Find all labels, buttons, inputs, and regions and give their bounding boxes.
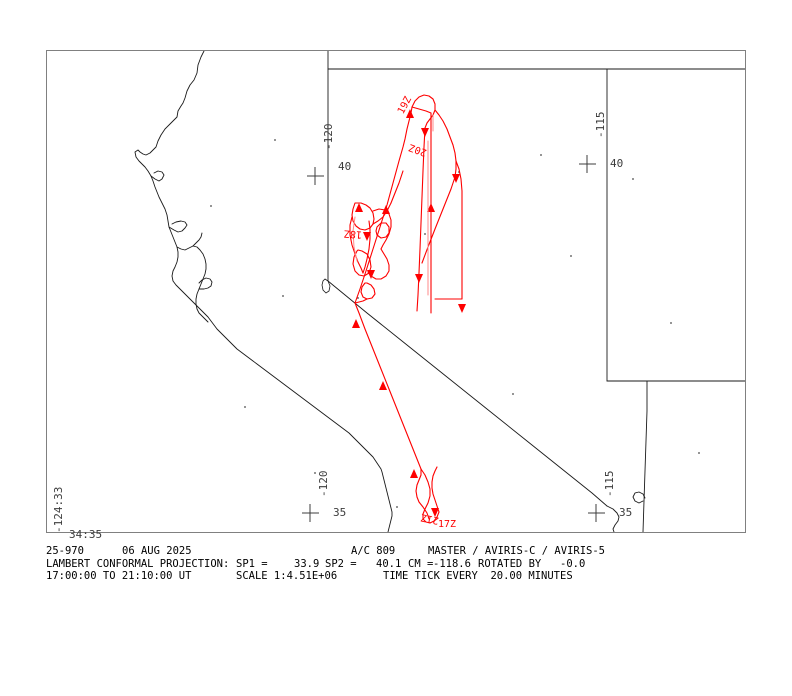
flight-track-map-page: -120 40 -115 40 -120 35 -115 35 -124:33 … (46, 50, 786, 583)
time-tick-interval: TIME TICK EVERY 20.00 MINUTES (383, 570, 573, 583)
track-time-label-17z: 17Z (438, 519, 457, 530)
sp2-label: SP2 = (325, 557, 357, 570)
graticule-lon-label-1: -120 (322, 123, 335, 151)
flight-track (349, 94, 463, 524)
coastline-baja-and-channel (176, 232, 213, 323)
footer-line-2: LAMBERT CONFORMAL PROJECTION: SP1 = 33.9… (46, 558, 786, 571)
graticule-lon-label-3: -120 (317, 470, 330, 498)
graticule-lat-label-3: 35 (333, 506, 347, 519)
rotated-by-value: -0.0 (560, 557, 586, 570)
track-time-label-18z: 18Z (343, 227, 363, 240)
cm-value: -118.6 (433, 557, 471, 570)
corner-latitude-label: 34:35 (69, 528, 103, 541)
graticule-lat-label-4: 35 (619, 506, 633, 519)
footer-line-3: 17:00:00 TO 21:10:00 UT SCALE 1:4.51E+06… (46, 570, 786, 583)
inland-features (321, 278, 331, 294)
map-canvas (134, 51, 745, 532)
sp1-value: 33.9 (294, 557, 320, 570)
graticule-lat-label-2: 40 (610, 157, 624, 170)
flight-date: 06 AUG 2025 (122, 545, 192, 557)
track-direction-arrows (352, 109, 466, 517)
time-range: 17:00:00 TO 21:10:00 UT (46, 570, 192, 583)
state-borders (327, 51, 745, 532)
corner-longitude-label: -124:33 (52, 486, 65, 533)
map-scale: SCALE 1:4.51E+06 (236, 570, 338, 583)
track-secondary-pass (352, 114, 434, 296)
graticule-ticks (302, 155, 605, 522)
map-frame (46, 50, 746, 533)
aircraft-id: A/C 809 (351, 545, 396, 557)
city-dots (210, 139, 700, 508)
projection-name: LAMBERT CONFORMAL PROJECTION: (46, 557, 230, 570)
cm-label: CM = (408, 557, 434, 570)
footer-metadata: 25-970 06 AUG 2025 A/C 809 MASTER / AVIR… (46, 545, 786, 583)
flight-id: 25-970 (46, 545, 84, 557)
instrument-list: MASTER / AVIRIS-C / AVIRIS-5 (428, 545, 606, 557)
rotated-by-label: ROTATED BY (478, 557, 542, 570)
graticule-lon-label-4: -115 (603, 470, 616, 498)
sp1-label: SP1 = (236, 557, 268, 570)
graticule-lon-label-2: -115 (594, 111, 607, 139)
graticule-lat-label-1: 40 (338, 160, 352, 173)
sp2-value: 40.1 (376, 557, 402, 570)
footer-line-1: 25-970 06 AUG 2025 A/C 809 MASTER / AVIR… (46, 545, 786, 558)
coastline-california (134, 51, 393, 532)
